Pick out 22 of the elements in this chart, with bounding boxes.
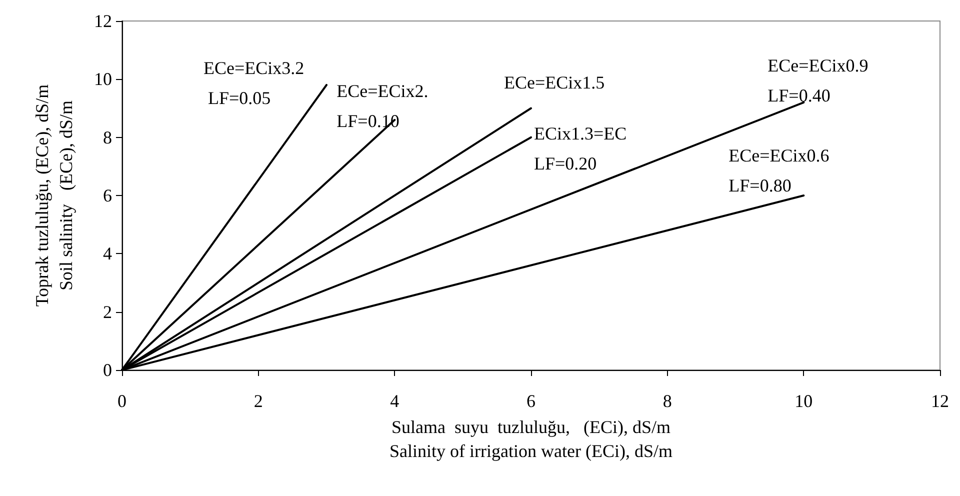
annotation: ECe=ECix0.9 LF=0.40 <box>768 55 868 106</box>
y-tick-label: 4 <box>103 244 112 264</box>
x-tick-label: 8 <box>662 391 672 411</box>
x-tick-label: 10 <box>794 391 813 411</box>
annotation: ECe=ECix3.2 LF=0.05 <box>204 58 304 108</box>
x-tick-label: 4 <box>390 391 400 411</box>
annotation: ECe=ECix2. LF=0.10 <box>336 80 428 131</box>
y-tick-label: 10 <box>94 69 112 90</box>
x-tick-label: 12 <box>931 391 949 411</box>
y-axis-title: Toprak tuzluluğu, (ECe), dS/m Soil salinity (ECe), dS/m <box>32 84 76 307</box>
y-tick-label: 12 <box>94 11 112 31</box>
x-tick-label: 2 <box>254 391 263 411</box>
annotation: ECe=ECix1.5 <box>504 72 605 92</box>
x-tick-label: 0 <box>118 391 126 411</box>
y-tick-label: 6 <box>103 186 112 206</box>
annotation: ECix1.3=EC LF=0.20 <box>534 123 627 174</box>
y-tick-label: 8 <box>103 127 112 148</box>
y-tick-label: 0 <box>103 360 112 380</box>
x-axis-title: Sulama suyu tuzluluğu, (ECi), dS/m Salinity of irrigation water (ECi), dS/m <box>390 416 672 461</box>
y-tick-label: 2 <box>103 302 112 322</box>
annotation: ECe=ECix0.6 LF=0.80 <box>728 146 830 196</box>
x-tick-label: 6 <box>526 391 536 411</box>
